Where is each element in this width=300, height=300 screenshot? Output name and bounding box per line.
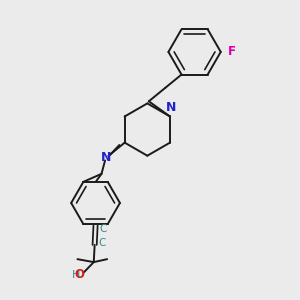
Text: C: C bbox=[100, 224, 107, 233]
Text: O: O bbox=[74, 268, 84, 281]
Text: N: N bbox=[101, 151, 111, 164]
Text: C: C bbox=[99, 238, 106, 248]
Text: F: F bbox=[228, 45, 236, 58]
Text: H: H bbox=[72, 270, 80, 280]
Text: N: N bbox=[166, 101, 177, 114]
